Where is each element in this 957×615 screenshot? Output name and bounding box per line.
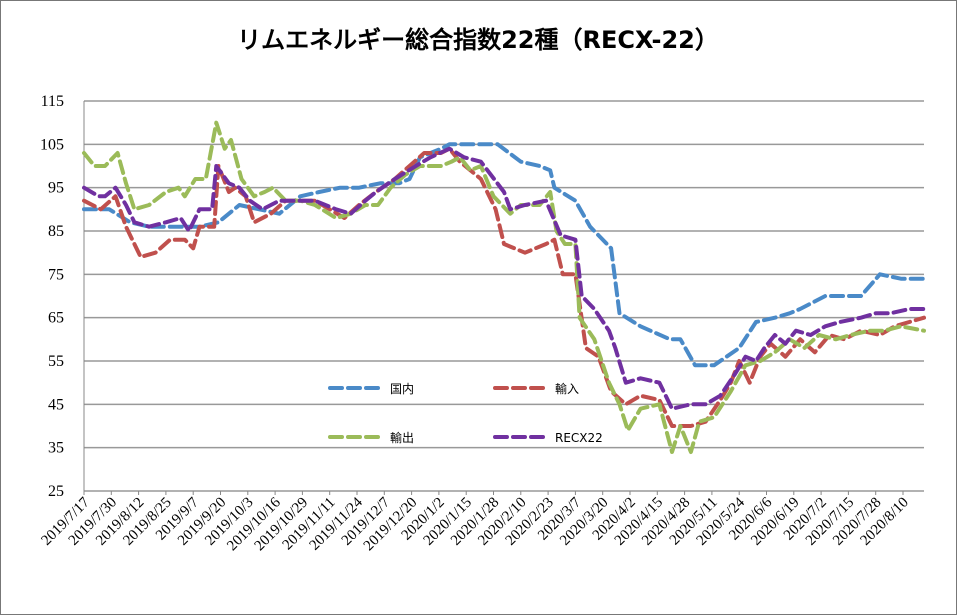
legend-item: 輸出 bbox=[328, 430, 414, 445]
series-lines bbox=[82, 120, 926, 454]
legend-label: 輸出 bbox=[390, 430, 414, 445]
legend-label: RECX22 bbox=[555, 431, 603, 445]
legend-item: 国内 bbox=[328, 382, 414, 396]
legend-label: 国内 bbox=[390, 382, 414, 396]
x-axis-ticks: 2019/7/172019/7/302019/8/122019/8/252019… bbox=[38, 491, 912, 554]
y-tick-label: 105 bbox=[40, 136, 64, 153]
legend-item: 輸入 bbox=[493, 381, 579, 396]
series-line-0 bbox=[82, 142, 926, 368]
y-tick-label: 75 bbox=[48, 266, 64, 283]
y-axis-ticks: 25 35 45 55 65 75 85 95 105 115 bbox=[40, 93, 64, 500]
y-tick-label: 85 bbox=[48, 223, 64, 240]
legend-label: 輸入 bbox=[555, 381, 579, 396]
chart-title: リムエネルギー総合指数22種（RECX-22） bbox=[237, 26, 719, 54]
series-line-3 bbox=[82, 146, 926, 411]
series-line-1 bbox=[82, 146, 926, 428]
y-tick-label: 45 bbox=[48, 396, 64, 413]
y-tick-label: 115 bbox=[41, 93, 64, 110]
series-line-2 bbox=[82, 120, 926, 454]
y-tick-label: 35 bbox=[48, 440, 64, 457]
legend-item: RECX22 bbox=[493, 431, 603, 445]
y-tick-label: 55 bbox=[48, 353, 64, 370]
y-tick-label: 65 bbox=[48, 310, 64, 327]
y-tick-label: 25 bbox=[48, 483, 64, 500]
y-tick-label: 95 bbox=[48, 180, 64, 197]
